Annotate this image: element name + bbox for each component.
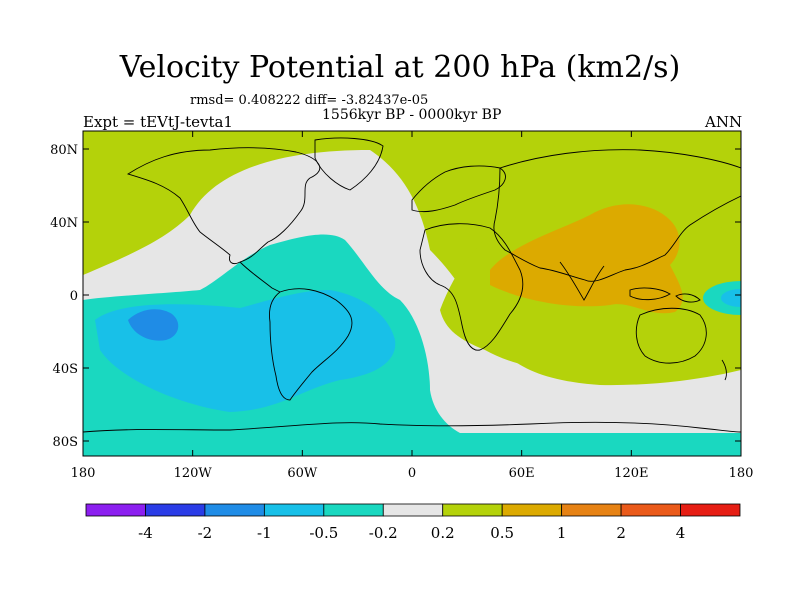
south-america-coast xyxy=(269,288,353,401)
new-zealand-coast xyxy=(721,359,727,381)
central-america-coast xyxy=(239,261,281,293)
antarctica-coast xyxy=(83,421,741,433)
colorbar-swatch xyxy=(145,503,206,517)
contour-field xyxy=(83,131,741,456)
south-pacific-core-region xyxy=(128,309,179,341)
greenland-coast xyxy=(314,137,384,191)
period-label: 1556kyr BP - 0000kyr BP xyxy=(322,107,502,123)
x-tick-label: 0 xyxy=(408,466,416,481)
colorbar-label: -4 xyxy=(138,524,153,542)
colorbar-label: -2 xyxy=(198,524,213,542)
africa-coast xyxy=(419,223,524,351)
colorbar-label: -0.5 xyxy=(309,524,338,542)
y-tick-label: 40N xyxy=(50,216,78,231)
colorbar-swatch xyxy=(620,503,681,517)
asia-coast xyxy=(493,149,741,282)
x-tick-label: 180 xyxy=(729,466,754,481)
colorbar-label: -1 xyxy=(257,524,272,542)
colorbar-label: 0.5 xyxy=(490,524,514,542)
x-tick-label: 60W xyxy=(287,466,318,481)
map-title: Velocity Potential at 200 hPa (km2/s) xyxy=(119,50,681,85)
colorbar-label: 4 xyxy=(676,524,686,542)
colorbar-label: 2 xyxy=(616,524,626,542)
colorbar-swatch xyxy=(501,503,563,517)
x-tick-label: 180 xyxy=(71,466,96,481)
maritime-continent-coast xyxy=(629,287,701,303)
x-tick-label: 120E xyxy=(614,466,648,481)
colorbar-swatch xyxy=(561,503,622,517)
colorbar-swatch xyxy=(204,503,265,517)
colorbar-label: 0.2 xyxy=(431,524,455,542)
y-tick-label: 80N xyxy=(50,143,78,158)
australia-coast xyxy=(635,307,707,364)
colorbar: -4 -2 -1 -0.5 -0.2 0.2 0.5 1 2 4 xyxy=(85,503,741,542)
asia-orange-region xyxy=(490,204,683,314)
colorbar-label: 1 xyxy=(557,524,567,542)
colorbar-label: -0.2 xyxy=(369,524,398,542)
colorbar-swatch xyxy=(680,503,741,517)
colorbar-swatch xyxy=(263,503,325,517)
indian-peninsula-coast xyxy=(559,261,605,301)
colorbar-swatch xyxy=(442,503,503,517)
season-label: ANN xyxy=(705,113,743,131)
stats-line: rmsd= 0.408222 diff= -3.82437e-05 xyxy=(190,93,429,108)
y-axis: 80N 40N 0 40S 80S xyxy=(50,143,741,450)
coastlines xyxy=(83,137,741,433)
north-america-coast xyxy=(126,147,321,265)
west-pacific-cyan-region xyxy=(721,289,741,307)
colorbar-swatch xyxy=(323,503,384,517)
x-tick-label: 60E xyxy=(509,466,535,481)
colorbar-swatch xyxy=(382,503,444,517)
colorbar-swatch xyxy=(85,503,146,517)
y-tick-label: 0 xyxy=(70,289,78,304)
y-tick-label: 80S xyxy=(53,435,78,450)
y-tick-label: 40S xyxy=(53,362,78,377)
europe-coast xyxy=(411,165,506,213)
x-tick-label: 120W xyxy=(174,466,213,481)
experiment-label: Expt = tEVtJ-tevta1 xyxy=(83,113,233,131)
x-axis: 180 120W 60W 0 60E 120E 180 xyxy=(71,131,754,481)
